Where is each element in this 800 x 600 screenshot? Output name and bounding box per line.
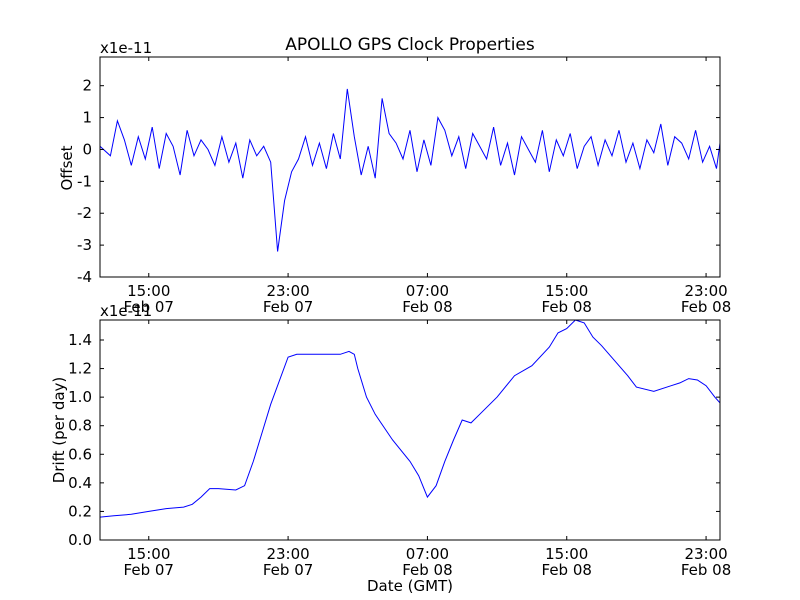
offset-x-tick-time: 07:00 [406, 282, 449, 300]
drift-y-tick-label: 0.0 [68, 531, 92, 549]
drift-panel: x1e-11 Drift (per day) Date (GMT) 0.0 0.2… [50, 302, 731, 595]
drift-axes-frame [99, 319, 721, 541]
offset-x-tick-date: Feb 08 [402, 298, 452, 316]
offset-x-tick-time: 23:00 [266, 282, 309, 300]
offset-x-tick-time: 15:00 [545, 282, 588, 300]
offset-y-tick-label: 2 [82, 77, 92, 95]
drift-y-tick-label: 1.2 [68, 360, 92, 378]
offset-y-tick-label: -3 [77, 236, 92, 254]
chart-title: APOLLO GPS Clock Properties [285, 35, 535, 55]
drift-x-tick-date: Feb 07 [263, 561, 313, 579]
offset-x-tick-date: Feb 07 [263, 298, 313, 316]
drift-x-tick-date: Feb 08 [681, 561, 731, 579]
offset-x-tick-date: Feb 07 [124, 298, 174, 316]
drift-y-axis-label: Drift (per day) [50, 377, 68, 484]
drift-y-tick-label: 0.4 [68, 474, 92, 492]
offset-x-tick-time: 23:00 [684, 282, 727, 300]
drift-x-tick-time: 23:00 [266, 545, 309, 563]
offset-x-tick-time: 15:00 [127, 282, 170, 300]
drift-y-tick-label: 0.2 [68, 502, 92, 520]
drift-x-tick-time: 15:00 [127, 545, 170, 563]
drift-y-tick-label: 0.8 [68, 417, 92, 435]
drift-x-tick-time: 23:00 [684, 545, 727, 563]
drift-x-axis-label: Date (GMT) [367, 577, 453, 595]
offset-series-line-0 [100, 88, 720, 252]
drift-x-tick-time: 07:00 [406, 545, 449, 563]
offset-y-axis-label: Offset [58, 145, 76, 190]
drift-y-tick-label: 1.4 [68, 331, 92, 349]
drift-y-tick-label: 1.0 [68, 388, 92, 406]
drift-x-tick-time: 15:00 [545, 545, 588, 563]
offset-x-tick-date: Feb 08 [542, 298, 592, 316]
offset-y-tick-label: 1 [82, 109, 92, 127]
offset-axes-frame [99, 56, 721, 278]
offset-scale-label: x1e-11 [100, 39, 152, 57]
drift-y-tick-label: 0.6 [68, 445, 92, 463]
drift-series-line-0 [100, 320, 720, 518]
drift-scale-label: x1e-11 [100, 302, 152, 320]
drift-x-tick-date: Feb 08 [542, 561, 592, 579]
offset-x-tick-date: Feb 08 [681, 298, 731, 316]
drift-x-tick-date: Feb 08 [402, 561, 452, 579]
offset-y-tick-label: 0 [82, 140, 92, 158]
offset-y-tick-label: -1 [77, 172, 92, 190]
offset-y-tick-label: -2 [77, 204, 92, 222]
drift-x-tick-date: Feb 07 [124, 561, 174, 579]
offset-y-tick-label: -4 [77, 268, 92, 286]
